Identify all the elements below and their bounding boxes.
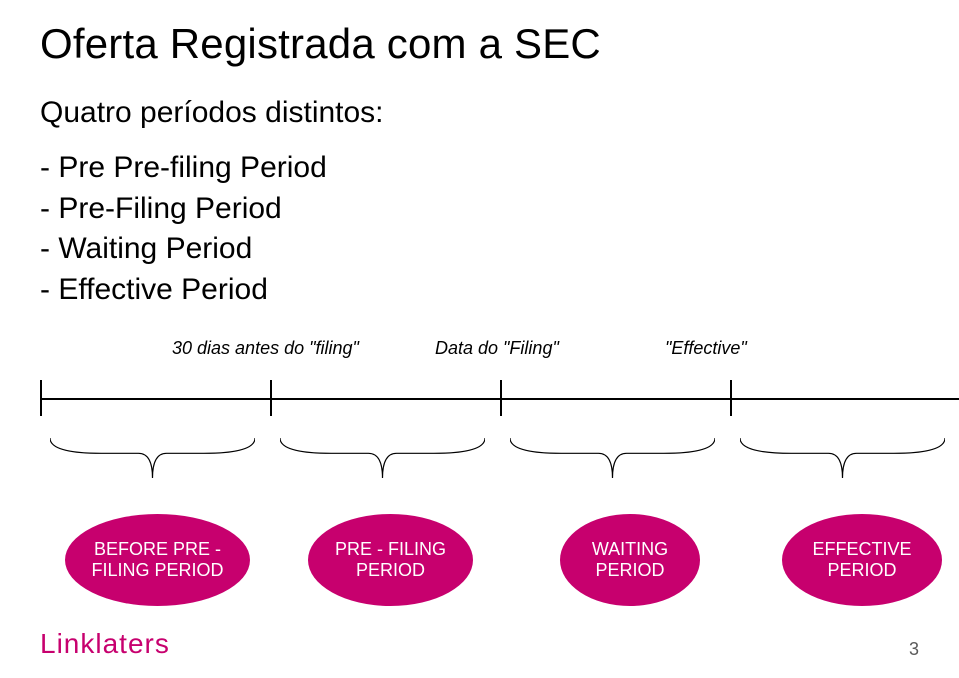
ellipse-label: PRE - FILINGPERIOD (335, 539, 446, 580)
timeline-tick (500, 380, 502, 416)
timeline-label: 30 dias antes do "filing" (172, 338, 359, 359)
braces-row (40, 434, 919, 504)
period-ellipse: PRE - FILINGPERIOD (308, 514, 473, 606)
brand-footer: Linklaters (40, 628, 170, 660)
bullet-item: - Effective Period (40, 270, 919, 311)
brace (280, 434, 485, 480)
slide-title: Oferta Registrada com a SEC (40, 20, 919, 68)
brace (740, 434, 945, 480)
timeline-tick (730, 380, 732, 416)
bullet-item: - Waiting Period (40, 229, 919, 270)
slide-page: Oferta Registrada com a SEC Quatro perío… (0, 0, 959, 678)
ellipse-label: WAITINGPERIOD (592, 539, 668, 580)
page-number: 3 (909, 639, 919, 660)
period-ellipse: WAITINGPERIOD (560, 514, 700, 606)
timeline-tick (270, 380, 272, 416)
period-ellipse: EFFECTIVEPERIOD (782, 514, 942, 606)
timeline (40, 380, 919, 420)
timeline-label: Data do "Filing" (435, 338, 559, 359)
bullet-list: - Pre Pre-filing Period - Pre-Filing Per… (40, 148, 919, 310)
bullet-item: - Pre Pre-filing Period (40, 148, 919, 189)
period-ellipse: BEFORE PRE -FILING PERIOD (65, 514, 250, 606)
brace (50, 434, 255, 480)
timeline-tick (40, 380, 42, 416)
timeline-label: "Effective" (665, 338, 747, 359)
bullet-item: - Pre-Filing Period (40, 189, 919, 230)
slide-subtitle: Quatro períodos distintos: (40, 96, 919, 130)
ellipse-label: BEFORE PRE -FILING PERIOD (91, 539, 223, 580)
timeline-labels-row: 30 dias antes do "filing" Data do "Filin… (40, 338, 919, 368)
brace (510, 434, 715, 480)
ellipses-row: BEFORE PRE -FILING PERIOD PRE - FILINGPE… (40, 514, 919, 634)
ellipse-label: EFFECTIVEPERIOD (812, 539, 911, 580)
